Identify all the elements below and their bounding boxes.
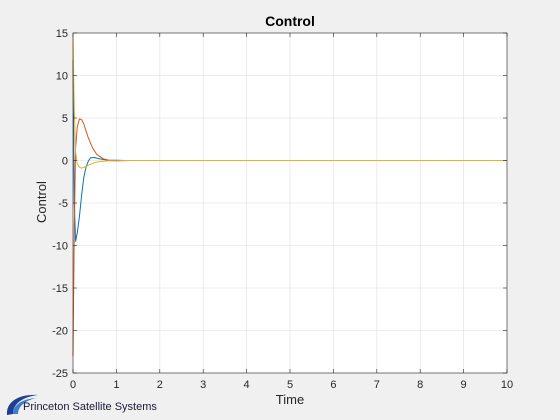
y-tick-label: 10 [56, 71, 68, 83]
x-tick-label: 3 [200, 379, 206, 391]
y-tick-label: -20 [52, 326, 68, 338]
x-tick-label: 1 [113, 379, 119, 391]
y-tick-labels: 15 10 5 0 -5 -10 -15 -20 -25 [52, 28, 68, 380]
x-tick-label: 0 [70, 379, 76, 391]
series-lines [72, 37, 507, 357]
x-tick-label: 8 [417, 379, 423, 391]
y-tick-label: -25 [52, 368, 68, 380]
x-tick-label: 6 [330, 379, 336, 391]
x-axis-label: Time [276, 392, 304, 407]
x-tick-label: 10 [501, 379, 513, 391]
tick-marks [72, 32, 508, 374]
chart-title: Control [265, 13, 315, 29]
series-line-3 [72, 37, 507, 169]
y-tick-label: 5 [62, 113, 68, 125]
y-tick-label: -15 [52, 283, 68, 295]
swoosh-icon [6, 394, 38, 415]
x-tick-label: 2 [157, 379, 163, 391]
x-tick-label: 5 [287, 379, 293, 391]
y-tick-label: 0 [62, 156, 68, 168]
x-tick-label: 9 [461, 379, 467, 391]
y-tick-label: 15 [56, 28, 68, 40]
y-axis-label: Control [34, 181, 49, 223]
company-logo: Princeton Satellite Systems [4, 390, 174, 418]
y-tick-label: -5 [58, 198, 68, 210]
x-tick-labels: 0 1 2 3 4 5 6 7 8 9 10 [70, 379, 513, 391]
x-tick-label: 7 [374, 379, 380, 391]
logo-text: Princeton Satellite Systems [23, 401, 157, 413]
x-tick-label: 4 [244, 379, 250, 391]
y-tick-label: -10 [52, 241, 68, 253]
